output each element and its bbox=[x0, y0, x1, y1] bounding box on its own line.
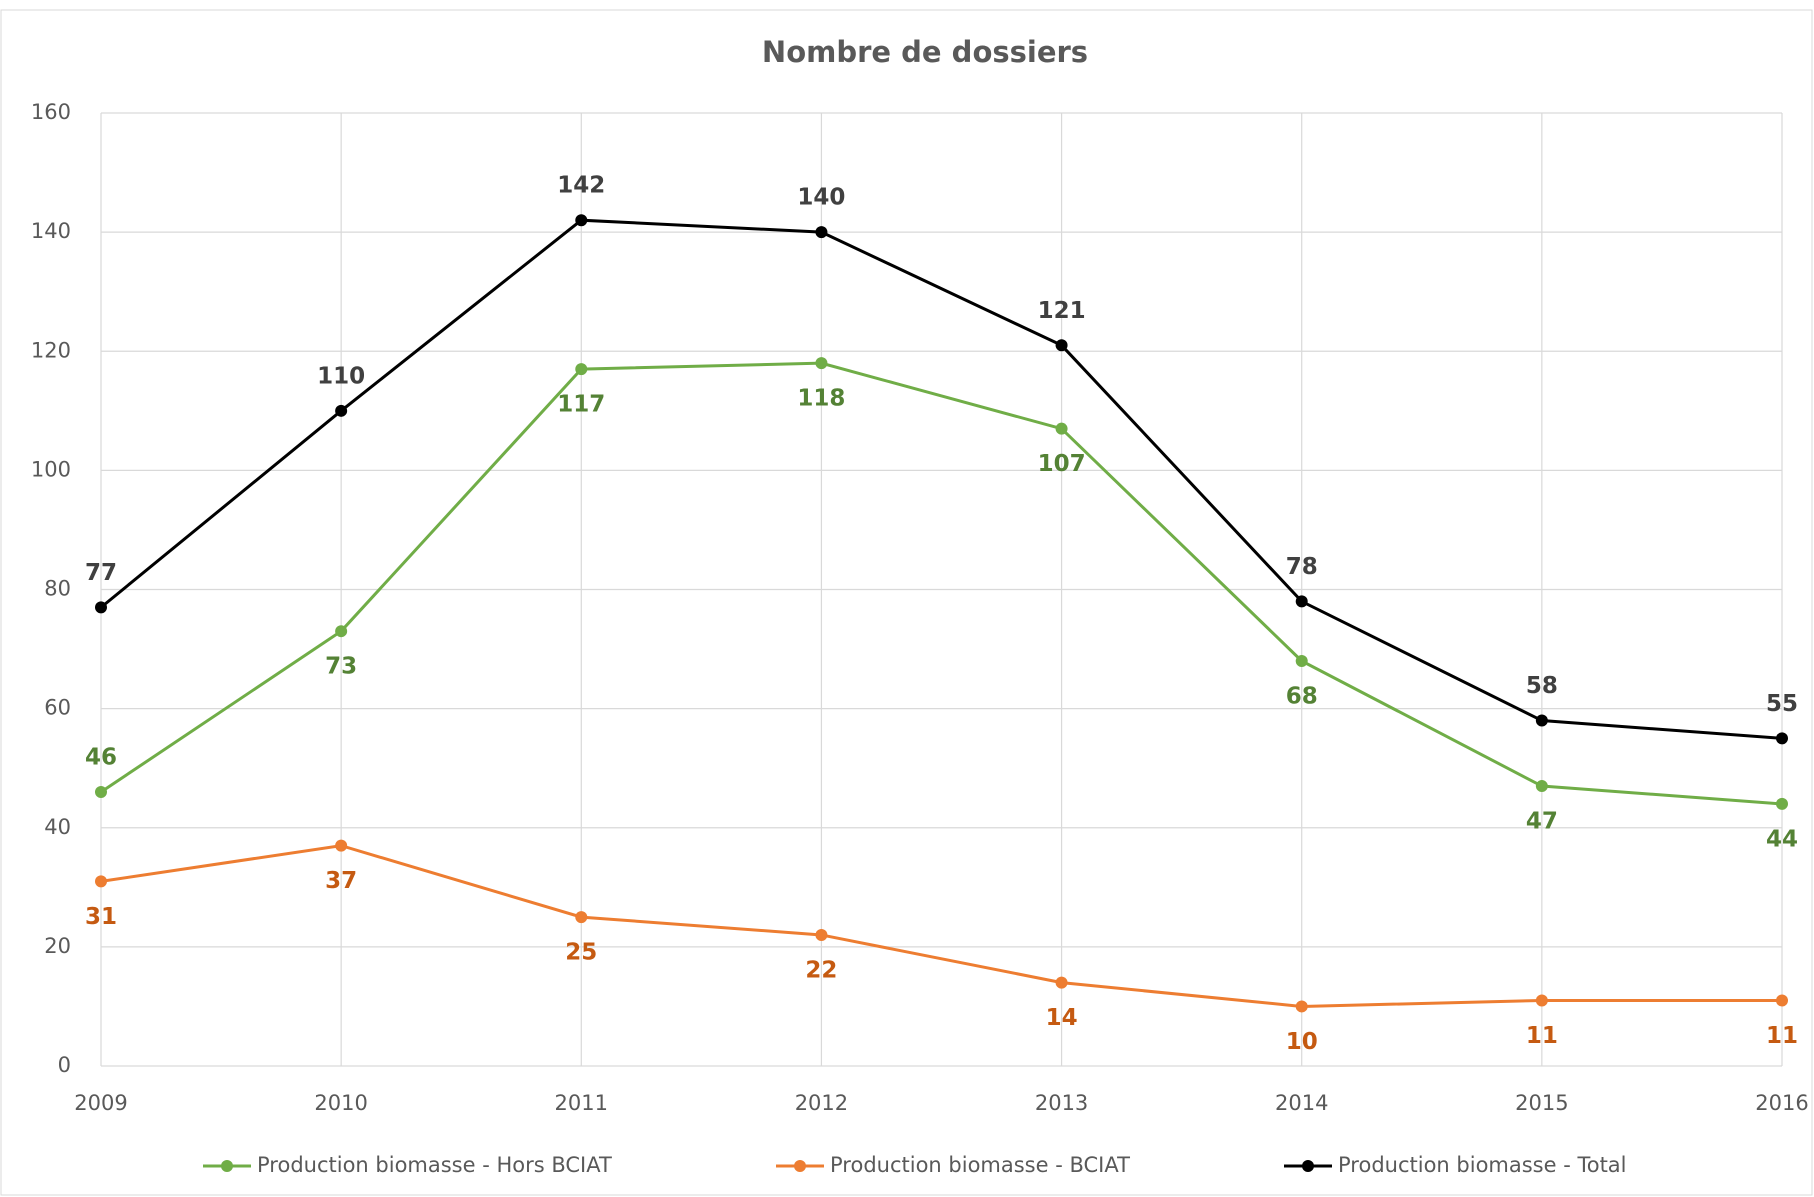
data-label: 73 bbox=[325, 654, 357, 680]
data-point bbox=[575, 911, 588, 924]
data-point bbox=[1535, 994, 1548, 1007]
data-point bbox=[335, 625, 348, 638]
data-label: 22 bbox=[805, 957, 837, 983]
data-point bbox=[95, 875, 107, 888]
x-tick-label: 2015 bbox=[1515, 1091, 1568, 1115]
data-label: 11 bbox=[1766, 1023, 1798, 1049]
data-label: 140 bbox=[797, 185, 845, 211]
x-tick-label: 2009 bbox=[74, 1091, 127, 1115]
legend-marker bbox=[1302, 1160, 1314, 1172]
x-tick-label: 2010 bbox=[314, 1091, 367, 1115]
data-label: 68 bbox=[1286, 683, 1318, 709]
data-point bbox=[1295, 1000, 1308, 1013]
data-point bbox=[1776, 732, 1788, 745]
x-tick-label: 2014 bbox=[1275, 1091, 1328, 1115]
data-point bbox=[1776, 994, 1788, 1007]
legend-label: Production biomasse - Hors BCIAT bbox=[257, 1153, 612, 1177]
legend-marker bbox=[794, 1160, 806, 1172]
data-point bbox=[335, 404, 348, 417]
data-point bbox=[335, 839, 348, 852]
y-tick-label: 80 bbox=[44, 577, 71, 601]
data-label: 78 bbox=[1286, 554, 1318, 580]
legend-marker bbox=[221, 1160, 233, 1172]
chart-title: Nombre de dossiers bbox=[762, 35, 1088, 69]
x-tick-label: 2013 bbox=[1035, 1091, 1088, 1115]
y-tick-label: 120 bbox=[31, 338, 71, 362]
data-label: 117 bbox=[557, 392, 605, 418]
data-point bbox=[95, 786, 107, 799]
y-tick-label: 20 bbox=[44, 934, 71, 958]
data-label: 107 bbox=[1038, 451, 1086, 477]
data-point bbox=[815, 357, 828, 370]
data-point bbox=[815, 226, 828, 239]
series-line bbox=[100, 218, 1783, 740]
data-label: 142 bbox=[557, 173, 605, 199]
data-point bbox=[1055, 976, 1068, 989]
y-tick-label: 140 bbox=[31, 219, 71, 243]
data-label: 44 bbox=[1766, 826, 1798, 852]
data-label: 118 bbox=[797, 386, 845, 412]
legend-label: Production biomasse - Total bbox=[1338, 1153, 1627, 1177]
data-point bbox=[95, 601, 107, 614]
data-point bbox=[1295, 595, 1308, 608]
data-point bbox=[575, 214, 588, 227]
data-label: 46 bbox=[85, 745, 117, 771]
data-label: 110 bbox=[317, 363, 365, 389]
data-label: 37 bbox=[325, 868, 357, 894]
data-point bbox=[815, 928, 828, 941]
x-tick-label: 2011 bbox=[555, 1091, 608, 1115]
data-label: 11 bbox=[1526, 1023, 1558, 1049]
legend-label: Production biomasse - BCIAT bbox=[830, 1153, 1130, 1177]
data-label: 47 bbox=[1526, 809, 1558, 835]
y-tick-label: 0 bbox=[58, 1053, 71, 1077]
y-tick-label: 60 bbox=[44, 696, 71, 720]
data-label: 14 bbox=[1046, 1005, 1078, 1031]
y-tick-label: 100 bbox=[31, 457, 71, 481]
data-point bbox=[1055, 339, 1068, 352]
data-point bbox=[575, 363, 588, 376]
x-tick-label: 2012 bbox=[795, 1091, 848, 1115]
data-label: 121 bbox=[1038, 298, 1086, 324]
chart-border bbox=[0, 9, 1813, 1196]
data-label: 55 bbox=[1766, 691, 1798, 717]
data-point bbox=[1295, 654, 1308, 667]
data-point bbox=[1055, 422, 1068, 435]
data-point bbox=[1776, 797, 1788, 810]
data-point bbox=[1535, 714, 1548, 727]
y-tick-label: 40 bbox=[44, 815, 71, 839]
data-label: 31 bbox=[85, 904, 117, 930]
data-label: 25 bbox=[565, 940, 597, 966]
series-line bbox=[100, 361, 1783, 806]
data-point bbox=[1535, 780, 1548, 793]
y-tick-label: 160 bbox=[31, 100, 71, 124]
x-tick-label: 2016 bbox=[1755, 1091, 1808, 1115]
data-label: 10 bbox=[1286, 1029, 1318, 1055]
data-label: 77 bbox=[85, 560, 117, 586]
data-label: 58 bbox=[1526, 673, 1558, 699]
series-line bbox=[100, 844, 1782, 1008]
